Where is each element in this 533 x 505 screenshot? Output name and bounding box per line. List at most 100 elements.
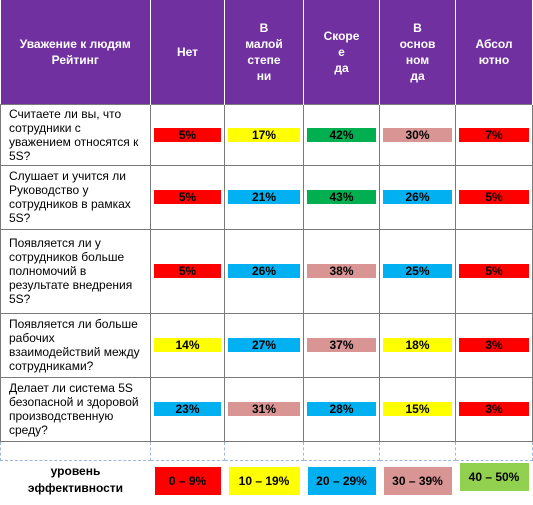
value-text: 3% (485, 338, 503, 352)
value-text: 38% (329, 264, 354, 278)
value-box: 18% (383, 338, 452, 352)
value-box: 26% (383, 190, 452, 204)
value-text: 7% (485, 127, 503, 142)
question-cell: Появляется ли у сотрудников больше полно… (0, 228, 151, 314)
value-cell: 43% (303, 164, 380, 230)
value-text: 42% (329, 127, 354, 142)
value-cell: 5% (150, 103, 225, 166)
header-title-line2: Рейтинг (51, 52, 99, 67)
value-box: 28% (307, 402, 376, 416)
value-cell: 18% (379, 312, 456, 378)
value-box: 5% (459, 264, 529, 278)
header-title-line1: Уважение к людям (19, 36, 131, 51)
value-cell: 14% (150, 312, 225, 378)
value-box: 17% (228, 127, 300, 142)
spacer-row (0, 440, 533, 461)
spacer-cell (379, 440, 456, 461)
value-box: 5% (459, 190, 529, 204)
header-row: Уважение к людям Рейтинг Нет В малой сте… (0, 0, 533, 104)
value-cell: 26% (224, 228, 304, 314)
value-cell: 5% (150, 164, 225, 230)
value-box: 43% (307, 190, 376, 204)
value-text: 5% (485, 190, 503, 204)
table-row: Появляется ли у сотрудников больше полно… (0, 228, 533, 314)
legend-swatch: 20 – 29% (307, 467, 376, 496)
value-cell: 28% (303, 376, 380, 442)
value-box: 38% (307, 264, 376, 278)
value-cell: 15% (379, 376, 456, 442)
value-text: 21% (251, 190, 277, 204)
legend-cell: 20 – 29% (304, 460, 380, 500)
legend-row: уровень эффективности 0 – 9% 10 – 19% 20… (1, 460, 533, 500)
value-text: 5% (178, 127, 197, 142)
value-cell: 3% (455, 312, 533, 378)
header-col-label: Скоре е да (323, 28, 360, 75)
value-text: 28% (329, 402, 354, 416)
value-box: 26% (228, 264, 300, 278)
value-cell: 5% (455, 228, 533, 314)
legend-range-text: 40 – 50% (468, 470, 520, 485)
value-cell: 26% (379, 164, 456, 230)
value-text: 14% (175, 338, 200, 352)
value-cell: 23% (150, 376, 225, 442)
value-text: 26% (251, 264, 277, 278)
question-cell: Слушает и учится ли Руководство у сотруд… (0, 164, 151, 230)
value-text: 31% (251, 402, 277, 416)
value-box: 15% (383, 402, 452, 416)
question-cell: Появляется ли больше рабочих взаимодейст… (0, 312, 151, 378)
table-row: Делает ли система 5S безопасной и здоров… (0, 376, 533, 442)
legend-label-cell: уровень эффективности (1, 460, 151, 500)
value-text: 5% (178, 264, 197, 278)
value-cell: 31% (224, 376, 304, 442)
question-cell: Считаете ли вы, что сотрудники с уважени… (0, 103, 151, 166)
value-cell: 5% (455, 164, 533, 230)
legend-swatch: 0 – 9% (154, 467, 221, 496)
spacer-cell (455, 440, 533, 461)
value-text: 5% (485, 264, 503, 278)
value-text: 15% (405, 402, 430, 416)
legend-cell: 0 – 9% (151, 460, 225, 500)
value-box: 37% (307, 338, 376, 352)
legend-swatch: 10 – 19% (228, 467, 300, 496)
header-col-label: В малой степе ни (245, 20, 283, 83)
value-text: 3% (485, 402, 503, 416)
value-cell: 38% (303, 228, 380, 314)
legend-label-line1: уровень (50, 464, 101, 479)
value-text: 17% (251, 127, 277, 142)
value-box: 31% (228, 402, 300, 416)
value-box: 5% (154, 127, 221, 142)
question-cell: Делает ли система 5S безопасной и здоров… (0, 376, 151, 442)
value-box: 5% (154, 190, 221, 204)
value-text: 37% (329, 338, 354, 352)
value-box: 3% (459, 338, 529, 352)
legend-swatch: 30 – 39% (383, 467, 452, 496)
value-box: 7% (459, 127, 529, 142)
spacer-cell (150, 440, 225, 461)
spacer-cell (224, 440, 304, 461)
value-box: 5% (154, 264, 221, 278)
value-cell: 30% (379, 103, 456, 166)
value-text: 26% (405, 190, 430, 204)
value-cell: 17% (224, 103, 304, 166)
header-col-label: Абсол ютно (475, 36, 513, 67)
value-box: 27% (228, 338, 300, 352)
legend-range-text: 30 – 39% (392, 474, 443, 489)
table-row: Слушает и учится ли Руководство у сотруд… (0, 164, 533, 230)
value-cell: 25% (379, 228, 456, 314)
header-col-label: Нет (176, 44, 199, 59)
legend-range-text: 0 – 9% (168, 474, 207, 489)
value-box: 14% (154, 338, 221, 352)
value-text: 25% (405, 264, 430, 278)
value-box: 25% (383, 264, 452, 278)
legend-swatch: 40 – 50% (459, 463, 529, 492)
value-box: 42% (307, 127, 376, 142)
legend-range-text: 20 – 29% (316, 474, 367, 489)
legend-range-text: 10 – 19% (238, 474, 290, 489)
value-box: 30% (383, 127, 452, 142)
value-text: 27% (251, 338, 277, 352)
value-box: 21% (228, 190, 300, 204)
value-text: 43% (329, 190, 354, 204)
value-text: 5% (178, 190, 197, 204)
value-cell: 5% (150, 228, 225, 314)
